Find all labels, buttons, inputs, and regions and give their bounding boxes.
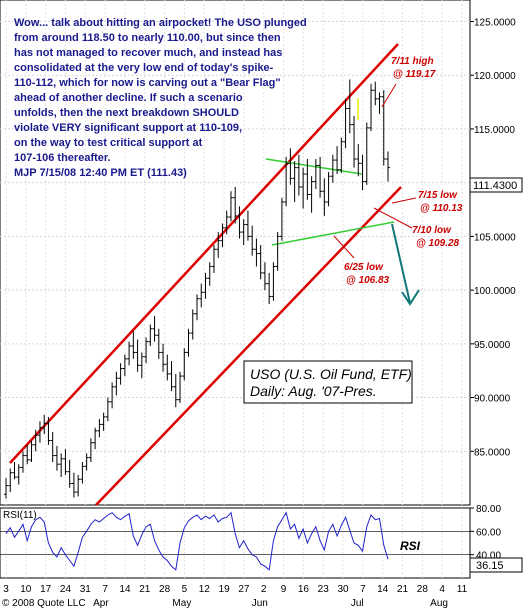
- commentary-line: 107-106 thereafter.: [14, 152, 111, 164]
- x-axis: 3 10 17 24 31 7 14 21 28 5 12 19 27 2 9 16 23 30 7 14 21 28 4 1…: [3, 584, 468, 609]
- rsi-last-box: [469, 557, 523, 573]
- month-label: Aug: [430, 598, 448, 608]
- rsi-side-label: RSI: [400, 539, 421, 553]
- price-tick-label: 85.0000: [474, 447, 511, 458]
- flag-upper-line: [265, 158, 363, 175]
- x-tick-label: 28: [159, 584, 171, 595]
- annotation-715-low-line2: @ 110.13: [420, 203, 463, 214]
- rsi-tick-label: 80.00: [476, 504, 501, 515]
- annotations-layer: [333, 83, 420, 306]
- x-tick-label: 7: [360, 584, 366, 595]
- rsi-panel-frame: [0, 507, 471, 579]
- x-tick-label: 16: [298, 584, 310, 595]
- price-tick-label: 100.0000: [474, 286, 516, 297]
- x-tick-label: 14: [119, 584, 131, 595]
- annotation-710-low-line2: @ 109.28: [416, 238, 460, 249]
- rsi-tick-label: 40.00: [476, 551, 501, 562]
- rsi-last-label: 36.15: [476, 560, 504, 572]
- projection-arrow-shaft: [391, 223, 411, 304]
- x-tick-label: 27: [238, 584, 250, 595]
- price-axis: 125.0000120.0000115.0000110.0000105.0000…: [470, 17, 516, 458]
- chart-subtitle: Daily: Aug. '07-Pres.: [250, 383, 377, 399]
- commentary-line: on the way to test critical support at: [14, 137, 203, 149]
- month-label: Jun: [252, 598, 268, 608]
- x-tick-label: 30: [337, 584, 349, 595]
- x-tick-label: 11: [457, 584, 468, 595]
- leader-711-high: [381, 83, 397, 108]
- annotation-711-high-line2: @ 119.17: [393, 69, 436, 80]
- annotation-711-high-line1: 7/11 high: [391, 56, 434, 67]
- x-tick-label: 24: [60, 584, 72, 595]
- month-label: Jul: [351, 598, 364, 608]
- leader-710-low: [373, 207, 413, 229]
- title-box: [243, 360, 413, 404]
- price-grid: [0, 0, 470, 505]
- annotation-625-low-line2: @ 106.83: [346, 275, 390, 286]
- last-price-label: 111.4300: [473, 180, 517, 192]
- rsi-tick-label: 60.00: [476, 527, 501, 538]
- x-tick-label: 12: [199, 584, 211, 595]
- month-label: Apr: [93, 598, 109, 608]
- commentary-line: from around 118.50 to nearly 110.00, but…: [14, 32, 281, 44]
- annotation-715-low-line1: 7/15 low: [418, 190, 458, 201]
- month-label: May: [172, 598, 191, 608]
- x-tick-label: 21: [139, 584, 151, 595]
- price-tick-label: 105.0000: [474, 232, 516, 243]
- x-tick-label: 14: [377, 584, 389, 595]
- leader-625-low: [333, 235, 355, 259]
- x-tick-label: 4: [439, 584, 445, 595]
- commentary-line: violate VERY significant support at 110-…: [14, 122, 242, 134]
- price-tick-label: 95.0000: [474, 340, 511, 351]
- commentary-line: MJP 7/15/08 12:40 PM ET (111.43): [14, 167, 187, 179]
- x-tick-label: 17: [40, 584, 52, 595]
- copyright: © 2008 Quote LLC: [2, 598, 86, 608]
- price-tick-label: 125.0000: [474, 17, 516, 28]
- x-tick-label: 28: [417, 584, 429, 595]
- price-panel-frame: [0, 0, 471, 506]
- x-tick-label: 9: [281, 584, 287, 595]
- rsi-line: [5, 511, 389, 571]
- commentary-line: 110-112, which for now is carving out a …: [14, 77, 281, 89]
- commentary-line: has not managed to recover much, and ins…: [14, 47, 282, 59]
- x-tick-label: 3: [3, 584, 9, 595]
- x-tick-label: 23: [318, 584, 330, 595]
- commentary-line: unfolds, then the next breakdown SHOULD: [14, 107, 239, 119]
- x-tick-label: 19: [219, 584, 231, 595]
- last-price-box: [469, 177, 523, 193]
- annotation-625-low-line1: 6/25 low: [344, 262, 384, 273]
- rsi-panel-label: RSI(11): [3, 510, 37, 521]
- price-tick-label: 90.0000: [474, 394, 511, 405]
- x-tick-label: 31: [80, 584, 92, 595]
- commentary-line: Wow... talk about hitting an airpocket! …: [14, 17, 307, 29]
- flag-lower-line: [271, 221, 395, 246]
- price-tick-label: 115.0000: [474, 125, 515, 136]
- channel-upper-line: [9, 43, 399, 464]
- chart-title: USO (U.S. Oil Fund, ETF): [250, 366, 412, 382]
- commentary-text: Wow... talk about hitting an airpocket! …: [14, 17, 307, 179]
- commentary-line: consolidated at the very low end of toda…: [14, 62, 274, 74]
- x-tick-label: 5: [182, 584, 188, 595]
- projection-arrow-head: [401, 289, 420, 306]
- price-bars: [4, 79, 390, 499]
- x-tick-label: 10: [20, 584, 32, 595]
- leader-715-low: [391, 197, 417, 204]
- x-tick-label: 7: [102, 584, 108, 595]
- annotation-710-low-line1: 7/10 low: [412, 225, 452, 236]
- channel-lower-line: [95, 186, 402, 506]
- trend-channel: [9, 43, 402, 506]
- rsi-axis: 80.00 60.00 40.00: [470, 504, 501, 562]
- x-tick-label: 2: [261, 584, 267, 595]
- price-tick-label: 120.0000: [474, 71, 516, 82]
- commentary-line: ahead of another decline. If such a scen…: [14, 92, 243, 104]
- x-tick-label: 21: [397, 584, 409, 595]
